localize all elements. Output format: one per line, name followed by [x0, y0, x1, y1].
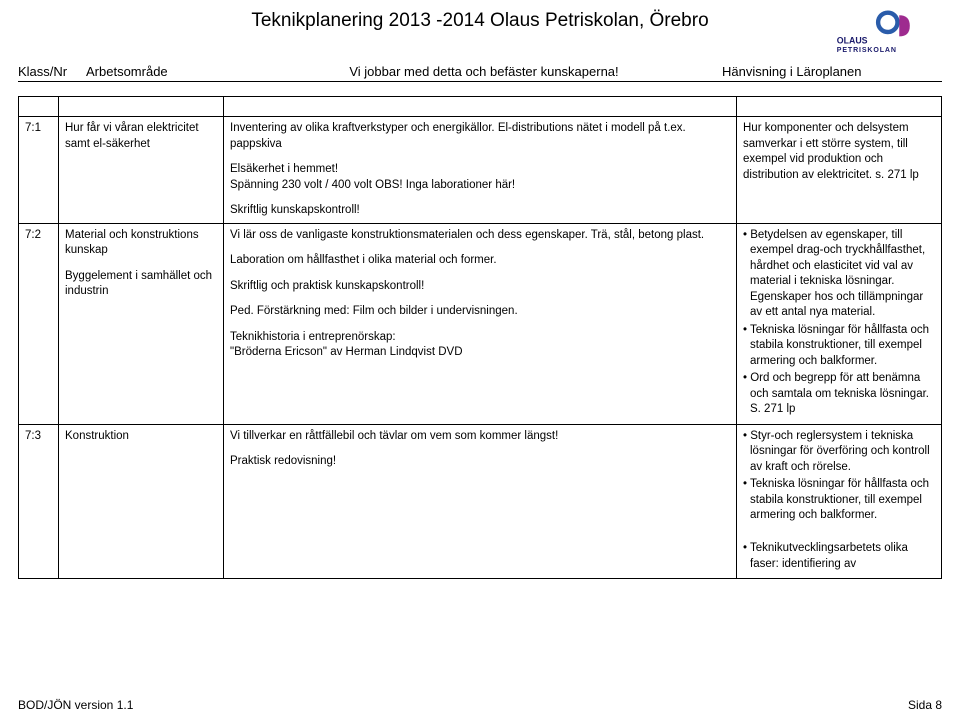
cell-area: Material och konstruktions kunskap Bygge…	[59, 223, 224, 424]
page-footer: BOD/JÖN version 1.1 Sida 8	[18, 698, 942, 712]
footer-page: Sida 8	[908, 698, 942, 712]
table-row: 7:1 Hur får vi våran elektricitet samt e…	[19, 117, 942, 224]
cell-work: Vi lär oss de vanligaste konstruktionsma…	[224, 223, 737, 424]
cell-area: Konstruktion	[59, 424, 224, 579]
logo-text-top: OLAUS	[837, 35, 868, 45]
cell-area: Hur får vi våran elektricitet samt el-sä…	[59, 117, 224, 224]
cell-ref: Hur komponenter och delsystem samverkar …	[737, 117, 942, 224]
cell-klass: 7:2	[19, 223, 59, 424]
cell-ref: Betydelsen av egenskaper, till exempel d…	[737, 223, 942, 424]
page-title: Teknikplanering 2013 -2014 Olaus Petrisk…	[18, 8, 942, 32]
cell-work: Inventering av olika kraftverkstyper och…	[224, 117, 737, 224]
table-row: 7:3 Konstruktion Vi tillverkar en råttfä…	[19, 424, 942, 579]
cell-klass: 7:3	[19, 424, 59, 579]
logo-text-bottom: PETRISKOLAN	[837, 47, 897, 54]
table-spacer-row	[19, 97, 942, 117]
planning-table: 7:1 Hur får vi våran elektricitet samt e…	[18, 96, 942, 579]
table-row: 7:2 Material och konstruktions kunskap B…	[19, 223, 942, 424]
footer-version: BOD/JÖN version 1.1	[18, 698, 133, 712]
cell-ref: Styr-och reglersystem i tekniska lösning…	[737, 424, 942, 579]
cell-klass: 7:1	[19, 117, 59, 224]
school-logo: OLAUS PETRISKOLAN	[834, 10, 924, 54]
cell-work: Vi tillverkar en råttfällebil och tävlar…	[224, 424, 737, 579]
